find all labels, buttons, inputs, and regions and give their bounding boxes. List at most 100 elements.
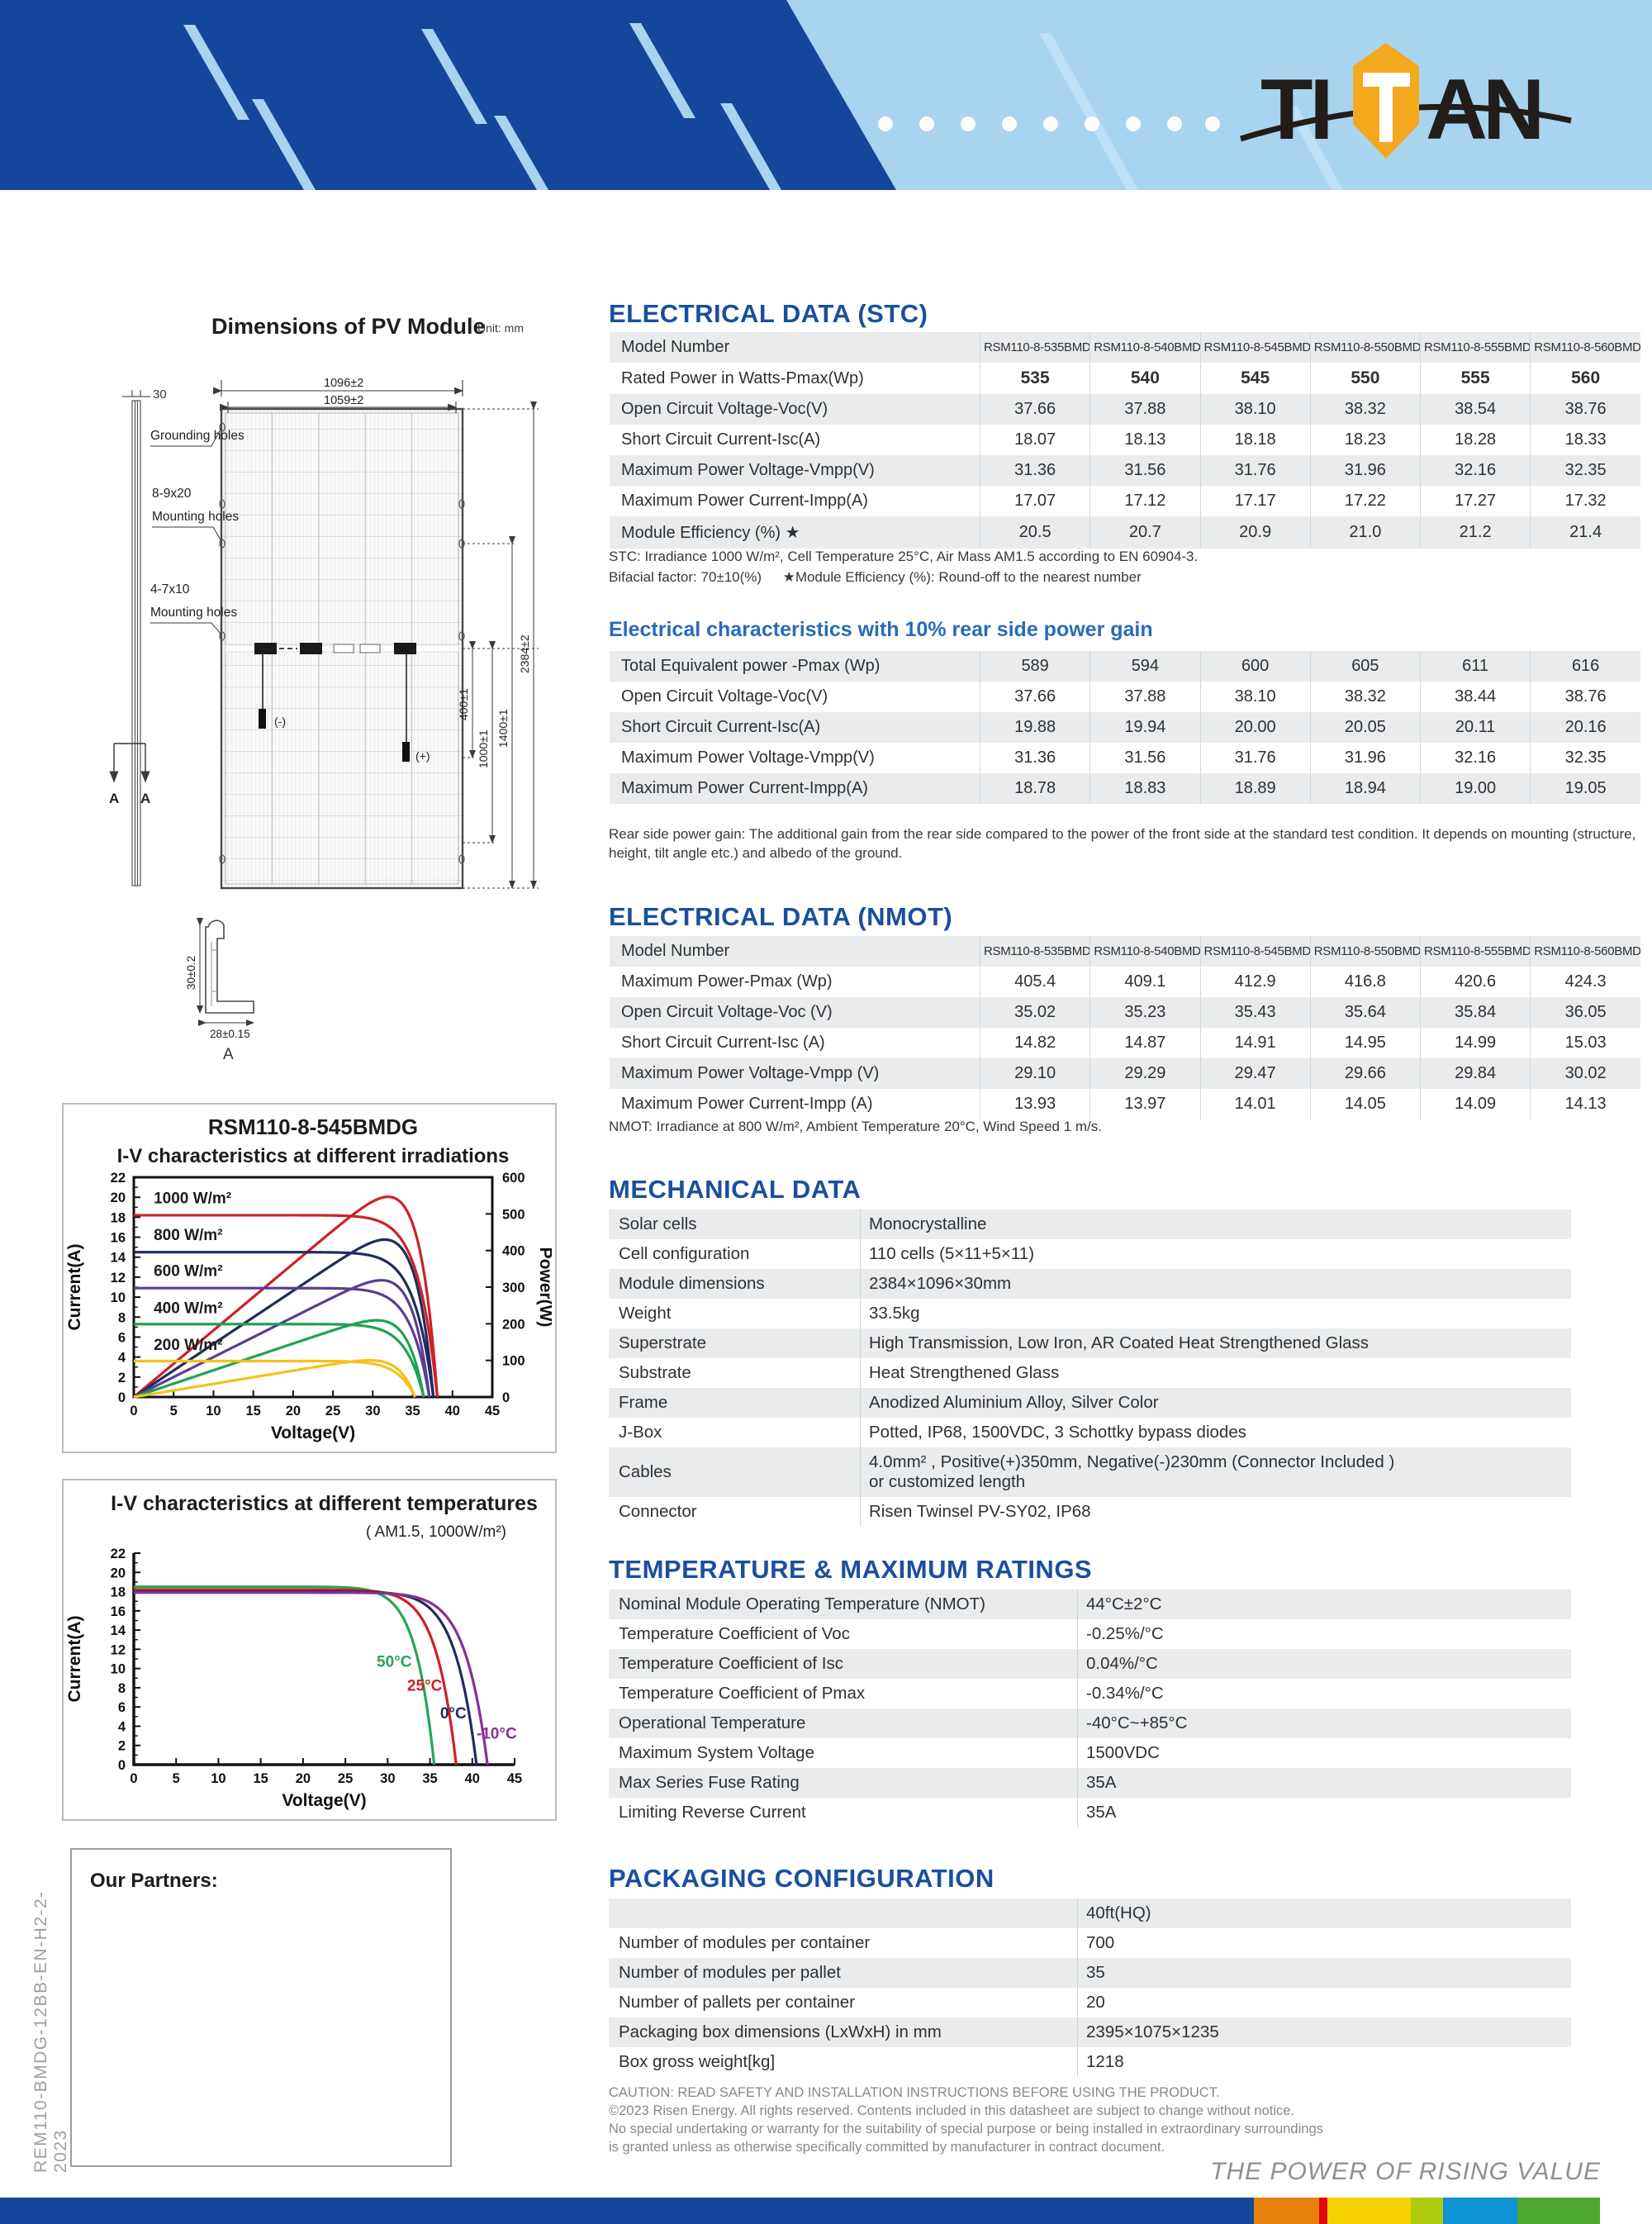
svg-text:4: 4 (118, 1351, 126, 1366)
leader-lines (150, 427, 222, 635)
leader-labels: Grounding holes 8-9x20 Mounting holes 4-… (150, 429, 244, 620)
mounting-holes-2-size: 4-7x10 (150, 582, 190, 596)
dim-1000-label: 1000±1 (477, 729, 490, 768)
svg-text:25: 25 (325, 1404, 340, 1419)
svg-text:22: 22 (111, 1171, 126, 1186)
header-dots (878, 116, 1220, 131)
svg-text:-10°C: -10°C (477, 1726, 517, 1743)
nmot-note: NMOT: Irradiance at 800 W/m², Ambient Te… (609, 1119, 1103, 1134)
svg-text:35: 35 (422, 1771, 437, 1786)
svg-text:( AM1.5, 1000W/m²): ( AM1.5, 1000W/m²) (366, 1523, 506, 1541)
dim-2384-label: 2384±2 (518, 634, 531, 673)
svg-text:Power(W): Power(W) (536, 1247, 552, 1328)
svg-text:RSM110-8-545BMDG: RSM110-8-545BMDG (208, 1114, 418, 1139)
depth-dimension-label: 30 (153, 387, 167, 402)
hole-marks (219, 422, 465, 864)
iv-irradiation-chart-box: RSM110-8-545BMDG I-V characteristics at d… (62, 1103, 557, 1453)
footer-bar-segment (1443, 2198, 1517, 2224)
titan-logo-ti: TI (1260, 62, 1330, 158)
svg-text:20: 20 (286, 1404, 301, 1419)
temperature-table: Nominal Module Operating Temperature (NM… (609, 1590, 1571, 1827)
svg-text:800 W/m²: 800 W/m² (154, 1227, 222, 1244)
svg-text:400 W/m²: 400 W/m² (154, 1300, 222, 1317)
footer-bar-segment (1319, 2198, 1327, 2224)
svg-text:0: 0 (130, 1771, 137, 1786)
width-outer-dimension: 1096±2 (324, 377, 363, 390)
mounting-holes-1-label: Mounting holes (152, 510, 239, 524)
svg-text:200: 200 (502, 1317, 525, 1332)
caution-line: No special undertaking or warranty for t… (609, 2122, 1323, 2136)
footer-bar-segment (1517, 2198, 1600, 2224)
svg-text:14: 14 (111, 1623, 126, 1638)
svg-text:12: 12 (111, 1271, 126, 1285)
svg-text:Current(A): Current(A) (65, 1616, 84, 1703)
svg-text:200 W/m²: 200 W/m² (154, 1337, 222, 1354)
section-width-dim: 28±0.15 (210, 1028, 250, 1040)
rear-gain-table: Total Equivalent power -Pmax (Wp) 589 594 6… (610, 651, 1640, 804)
svg-text:16: 16 (111, 1604, 126, 1619)
document-code: REM110-BMDG-12BB-EN-H2-2-2023 (31, 1890, 70, 2173)
section-detail-label: A (223, 1046, 234, 1063)
caution-block: CAUTION: READ SAFETY AND INSTALLATION IN… (609, 2084, 1600, 2156)
nmot-table: Model Number RSM110-8-535BMDG RSM110-8-540… (610, 936, 1640, 1119)
stc-note-1: STC: Irradiance 1000 W/m², Cell Temperat… (609, 549, 1199, 564)
svg-text:25: 25 (338, 1771, 353, 1786)
footer-bar-segment (1600, 2198, 1652, 2224)
frame-cross-section: 30±0.2 28±0.15 A (185, 918, 254, 1063)
svg-text:20: 20 (111, 1566, 126, 1580)
svg-text:22: 22 (111, 1547, 126, 1561)
svg-text:20: 20 (296, 1771, 311, 1786)
footer-bar-segment (1411, 2198, 1443, 2224)
temperature-section-title: TEMPERATURE & MAXIMUM RATINGS (609, 1555, 1093, 1584)
titan-logo-an: AN (1426, 62, 1540, 158)
iv-irradiation-chart: RSM110-8-545BMDG I-V characteristics at d… (65, 1114, 555, 1442)
sky-streak (1039, 33, 1138, 190)
svg-text:0: 0 (118, 1390, 126, 1405)
mechanical-section-title: MECHANICAL DATA (609, 1175, 862, 1204)
svg-text:15: 15 (253, 1771, 268, 1786)
svg-text:0: 0 (502, 1390, 510, 1405)
caution-line: ©2023 Risen Energy. All rights reserved.… (609, 2103, 1295, 2118)
navy-streaks (183, 0, 912, 190)
pv-module-dimensions-diagram: Dimensions of PV Module Unit: mm 30 A A (109, 314, 539, 1063)
svg-text:18: 18 (111, 1210, 126, 1225)
svg-text:18: 18 (111, 1585, 126, 1600)
svg-text:40: 40 (465, 1771, 480, 1786)
svg-text:5: 5 (173, 1771, 180, 1786)
section-a-label-right: A (140, 791, 150, 806)
caution-line: is granted unless as otherwise specifica… (609, 2140, 1165, 2155)
svg-text:I-V characteristics at differe: I-V characteristics at different irradia… (117, 1145, 510, 1167)
svg-text:15: 15 (245, 1404, 260, 1419)
rear-gain-note: Rear side power gain: The additional gai… (609, 826, 1636, 861)
svg-text:100: 100 (502, 1354, 525, 1369)
svg-text:35: 35 (405, 1404, 420, 1419)
mechanical-table: Solar cells Monocrystalline Cell configura… (609, 1209, 1571, 1527)
svg-text:600: 600 (502, 1171, 525, 1186)
svg-text:0: 0 (130, 1404, 137, 1419)
diagram-unit-label: Unit: mm (477, 321, 524, 335)
svg-text:16: 16 (111, 1231, 126, 1246)
section-a-label-left: A (109, 791, 119, 806)
svg-text:Voltage(V): Voltage(V) (271, 1423, 355, 1442)
svg-text:Voltage(V): Voltage(V) (282, 1791, 366, 1810)
right-dimension-lines (463, 402, 539, 889)
svg-text:10: 10 (111, 1290, 126, 1305)
svg-text:45: 45 (485, 1404, 500, 1419)
junction-boxes (254, 643, 416, 762)
svg-text:0: 0 (118, 1758, 126, 1773)
svg-text:400: 400 (502, 1244, 525, 1259)
svg-text:8: 8 (118, 1310, 126, 1325)
svg-text:30: 30 (380, 1771, 395, 1786)
diagram-title: Dimensions of PV Module (211, 314, 486, 339)
packaging-table: 40ft(HQ) Number of modules per container 7… (609, 1898, 1571, 2077)
svg-text:I-V characteristics at differe: I-V characteristics at different tempera… (111, 1492, 538, 1515)
svg-text:20: 20 (111, 1190, 126, 1205)
svg-text:300: 300 (502, 1281, 525, 1295)
svg-text:50°C: 50°C (377, 1653, 412, 1670)
width-inner-dimension: 1059±2 (324, 394, 363, 407)
titan-logo-nib-t-stem (1379, 73, 1393, 142)
svg-text:10: 10 (111, 1662, 126, 1677)
module-side-profile (122, 390, 150, 886)
svg-text:8: 8 (118, 1681, 126, 1696)
mounting-holes-2-label: Mounting holes (150, 606, 237, 620)
